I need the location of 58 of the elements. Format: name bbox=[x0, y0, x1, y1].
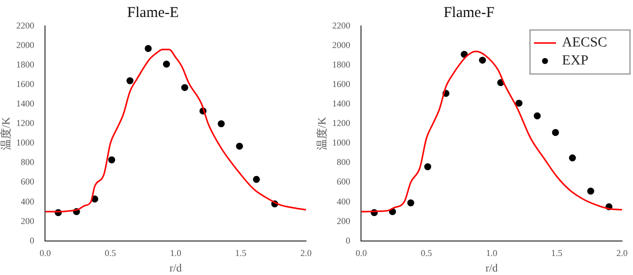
x-tick-label: 0.5 bbox=[420, 248, 433, 258]
y-tick-label: 0 bbox=[30, 235, 35, 246]
point bbox=[534, 112, 541, 120]
point bbox=[218, 120, 225, 128]
y-tick-label: 400 bbox=[336, 196, 351, 206]
y-tick-label: 1200 bbox=[332, 118, 351, 128]
x-tick-label: 1.5 bbox=[551, 248, 563, 258]
x-tick-label: 0.0 bbox=[40, 248, 52, 258]
point bbox=[252, 176, 260, 183]
point bbox=[236, 142, 243, 150]
point bbox=[108, 156, 116, 164]
y-tick-label: 800 bbox=[336, 157, 351, 168]
x-tick-label: 0.5 bbox=[104, 248, 117, 258]
y-tick-label: 1000 bbox=[332, 138, 351, 148]
point bbox=[126, 77, 134, 84]
point bbox=[424, 163, 432, 170]
y-tick-label: 200 bbox=[336, 216, 351, 226]
y-tick-label: 600 bbox=[336, 176, 351, 187]
y-axis-title: 温度/K bbox=[0, 116, 12, 150]
y-tick-label: 2200 bbox=[16, 20, 35, 30]
chart-title: Flame-E bbox=[127, 4, 179, 21]
chart-title: Flame-F bbox=[444, 4, 494, 21]
y-tick-label: 600 bbox=[20, 176, 35, 187]
point bbox=[181, 84, 188, 92]
x-tick-label: 1.0 bbox=[486, 248, 498, 258]
point bbox=[144, 44, 152, 52]
x-tick-label: 1.5 bbox=[235, 248, 247, 258]
y-tick-label: 1200 bbox=[16, 118, 35, 128]
point bbox=[515, 100, 522, 107]
y-tick-label: 1800 bbox=[16, 59, 35, 70]
x-tick-label: 0.0 bbox=[356, 248, 368, 258]
y-tick-label: 0 bbox=[346, 235, 351, 246]
x-tick-label: 2.0 bbox=[300, 248, 312, 258]
point bbox=[162, 60, 170, 68]
y-tick-label: 1600 bbox=[332, 78, 351, 89]
y-tick-label: 200 bbox=[20, 216, 35, 226]
point bbox=[552, 129, 559, 136]
legend-label: EXP bbox=[562, 54, 589, 69]
x-axis-title: r/d bbox=[485, 262, 498, 274]
y-tick-label: 2000 bbox=[16, 40, 35, 50]
x-tick-label: 1.0 bbox=[170, 248, 182, 258]
y-tick-label: 800 bbox=[20, 157, 35, 168]
y-tick-label: 1800 bbox=[332, 59, 351, 70]
y-axis-title: 温度/K bbox=[315, 116, 328, 150]
point bbox=[407, 199, 414, 206]
x-tick-label: 2.0 bbox=[616, 248, 628, 258]
y-tick-label: 1400 bbox=[332, 98, 351, 109]
y-tick-label: 2000 bbox=[332, 40, 351, 50]
y-tick-label: 1000 bbox=[16, 138, 35, 148]
point bbox=[587, 188, 594, 195]
y-tick-label: 2200 bbox=[332, 20, 351, 30]
y-tick-label: 1600 bbox=[16, 78, 35, 89]
point bbox=[478, 56, 486, 64]
y-tick-label: 400 bbox=[20, 196, 35, 206]
legend-label: AECSC bbox=[562, 36, 608, 51]
x-axis-title: r/d bbox=[169, 262, 182, 274]
point bbox=[568, 154, 576, 162]
y-tick-label: 1400 bbox=[16, 98, 35, 109]
